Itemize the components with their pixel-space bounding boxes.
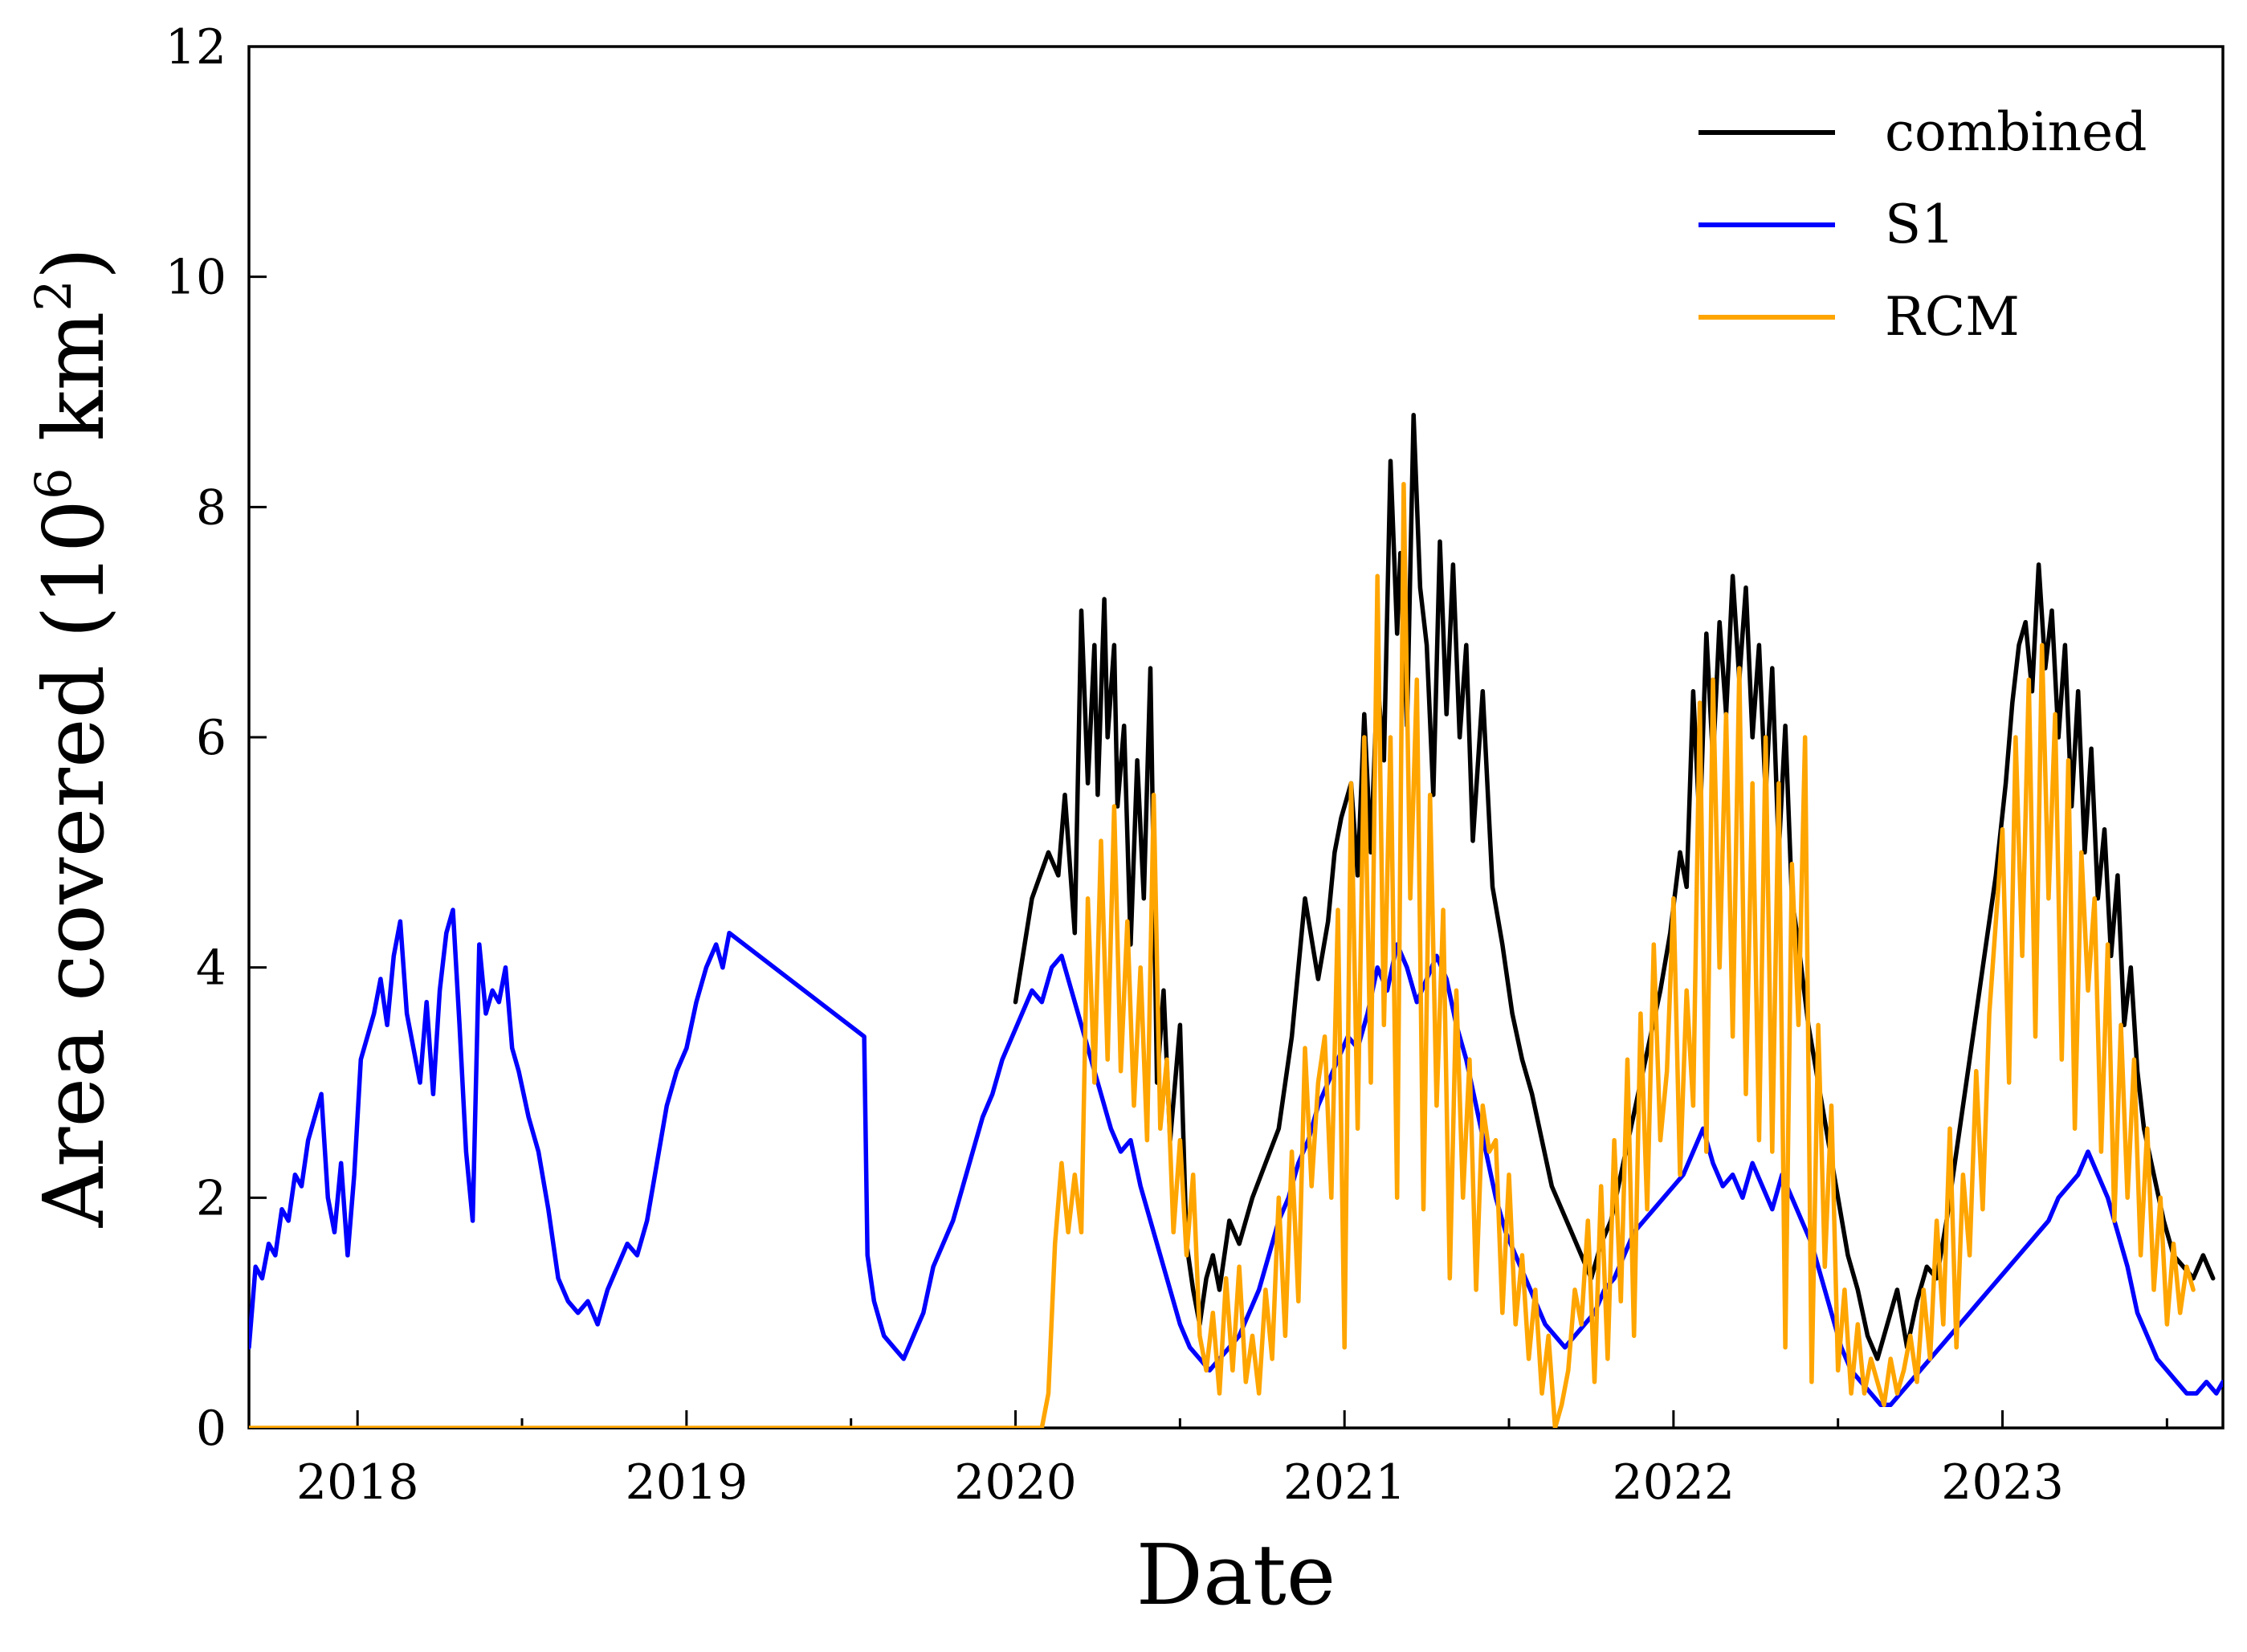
y-tick-label: 12 <box>165 19 226 75</box>
y-axis-title-exponent: 6 <box>24 467 83 499</box>
y-axis-title-text: Area covered (10 <box>25 500 123 1228</box>
y-axis-title-unit: km <box>25 312 123 468</box>
x-tick-label: 2022 <box>1613 1454 1735 1511</box>
x-tick-label: 2020 <box>954 1454 1077 1511</box>
y-tick-label: 4 <box>196 940 226 997</box>
legend-label-rcm: RCM <box>1885 286 2020 348</box>
series-group <box>249 415 2223 1428</box>
legend-label-s1: S1 <box>1885 194 1955 255</box>
y-tick-label: 6 <box>196 710 226 766</box>
y-tick-label: 2 <box>196 1170 226 1226</box>
x-tick-label: 2018 <box>296 1454 419 1511</box>
y-tick-label: 0 <box>196 1401 226 1457</box>
y-tick-label: 8 <box>196 479 226 536</box>
legend-label-combined: combined <box>1885 101 2147 163</box>
x-tick-label: 2023 <box>1941 1454 2064 1511</box>
x-axis-title: Date <box>1136 1526 1336 1624</box>
legend: combined S1 RCM <box>1699 101 2147 348</box>
y-axis-title-unit-exponent: 2 <box>24 279 83 311</box>
y-tick-label: 10 <box>165 250 226 306</box>
x-tick-label: 2019 <box>626 1454 748 1511</box>
x-axis: 2018 2019 2020 2021 2022 2023 <box>296 1410 2167 1511</box>
y-axis-title-close: ) <box>25 247 123 280</box>
y-axis-title: Area covered (106 km2) <box>24 247 123 1229</box>
x-tick-label: 2021 <box>1283 1454 1406 1511</box>
y-axis: 0 2 4 6 8 10 12 <box>165 19 267 1457</box>
